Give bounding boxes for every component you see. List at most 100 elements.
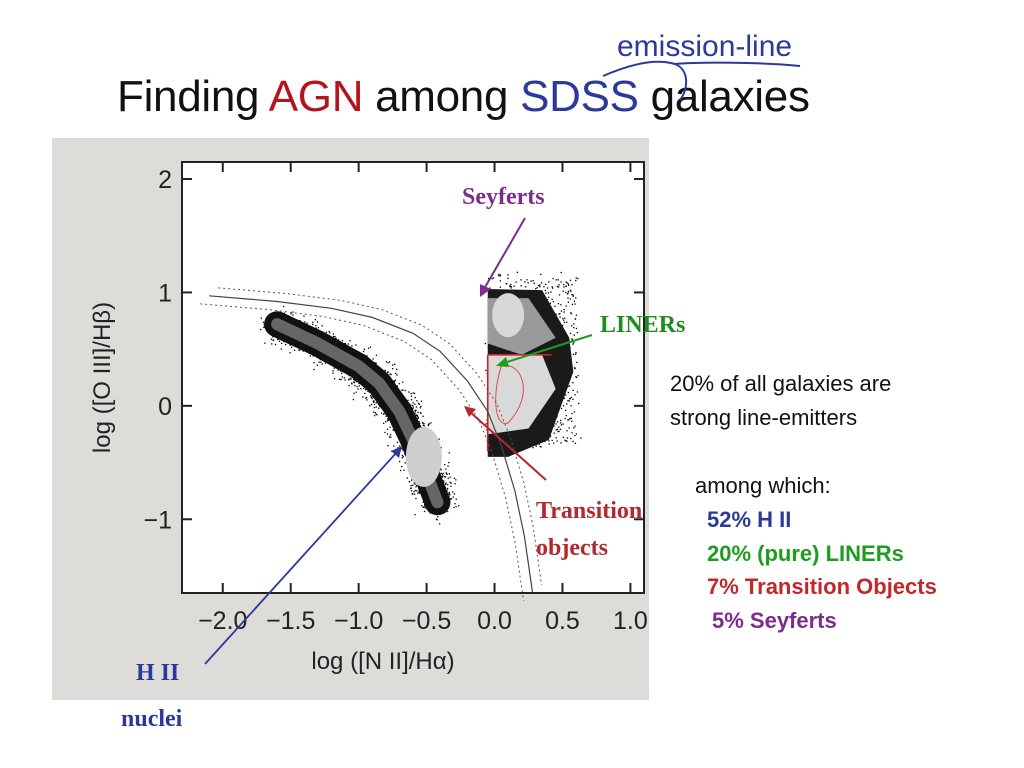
label-seyferts: Seyferts: [462, 184, 545, 210]
scatter-point: [520, 285, 522, 287]
scatter-point: [353, 379, 356, 381]
scatter-point: [383, 413, 385, 415]
scatter-point: [344, 379, 346, 381]
scatter-point: [564, 409, 567, 412]
scatter-point: [272, 339, 274, 341]
scatter-point: [569, 289, 571, 291]
scatter-point: [353, 381, 356, 384]
scatter-point: [304, 321, 306, 323]
scatter-point: [570, 325, 573, 327]
scatter-point: [339, 378, 341, 381]
scatter-point: [553, 425, 555, 427]
scatter-point: [369, 404, 371, 407]
scatter-point: [567, 297, 569, 299]
scatter-point: [370, 397, 373, 399]
scatter-point: [540, 282, 543, 284]
scatter-point: [398, 383, 400, 385]
scatter-point: [535, 445, 537, 447]
scatter-point: [574, 442, 577, 444]
scatter-point: [548, 296, 550, 298]
scatter-point: [577, 375, 579, 377]
scatter-point: [447, 477, 449, 479]
scatter-point: [416, 490, 418, 492]
scatter-point: [565, 285, 567, 287]
scatter-point: [321, 363, 323, 365]
scatter-point: [507, 277, 509, 280]
scatter-point: [442, 472, 444, 475]
note-line-2: strong line-emitters: [670, 405, 858, 430]
scatter-point: [408, 481, 410, 483]
scatter-point: [445, 483, 447, 486]
x-tick-label: 0.0: [477, 607, 512, 635]
scatter-point: [412, 484, 414, 486]
scatter-point: [558, 430, 560, 433]
scatter-point: [552, 277, 554, 280]
scatter-point: [573, 300, 576, 302]
scatter-point: [572, 343, 574, 345]
scatter-point: [569, 397, 571, 400]
scatter-point: [420, 400, 423, 402]
scatter-point: [313, 362, 315, 364]
scatter-point: [560, 424, 563, 426]
x-tick-label: −1.0: [334, 607, 383, 635]
scatter-point: [577, 277, 579, 280]
scatter-point: [575, 352, 577, 354]
scatter-point: [415, 414, 417, 416]
scatter-point: [284, 343, 287, 346]
scatter-point: [312, 355, 314, 357]
scatter-point: [314, 318, 316, 321]
scatter-point: [410, 490, 413, 492]
x-axis-title: log ([N II]/Hα): [311, 648, 454, 675]
scatter-point: [378, 407, 380, 409]
scatter-point: [360, 388, 362, 390]
scatter-point: [558, 426, 560, 428]
scatter-point: [396, 374, 398, 376]
scatter-point: [439, 468, 442, 470]
scatter-point: [422, 415, 424, 417]
scatter-point: [365, 396, 368, 399]
scatter-point: [498, 273, 500, 275]
scatter-point: [573, 323, 575, 325]
scatter-point: [438, 523, 441, 525]
scatter-point: [448, 493, 451, 495]
demarcation-curve: [209, 295, 534, 594]
scatter-point: [430, 422, 432, 424]
scatter-point: [270, 338, 273, 340]
scatter-point: [333, 335, 335, 338]
scatter-point: [394, 379, 397, 381]
scatter-point: [573, 326, 575, 329]
scatter-point: [570, 290, 572, 292]
hii-peak: [405, 426, 442, 487]
scatter-point: [418, 403, 420, 405]
scatter-point: [562, 436, 564, 439]
scatter-point: [564, 417, 566, 420]
slide-title: Finding AGN among SDSS galaxies: [117, 72, 810, 122]
scatter-point: [386, 428, 389, 430]
scatter-point: [572, 295, 574, 297]
scatter-point: [551, 287, 554, 289]
scatter-point: [568, 385, 571, 387]
scatter-point: [320, 361, 322, 363]
scatter-point: [388, 361, 391, 363]
scatter-point: [443, 476, 446, 478]
scatter-point: [539, 284, 541, 286]
scatter-point: [567, 399, 569, 402]
scatter-point: [532, 446, 534, 449]
scatter-point: [262, 321, 265, 323]
scatter-point: [543, 286, 545, 288]
scatter-point: [317, 327, 320, 329]
scatter-point: [548, 281, 550, 283]
scatter-point: [389, 434, 392, 436]
scatter-point: [422, 506, 424, 509]
scatter-point: [412, 406, 414, 408]
scatter-point: [402, 389, 404, 391]
scatter-point: [491, 273, 493, 275]
scatter-point: [313, 368, 315, 371]
scatter-point: [374, 411, 376, 414]
scatter-point: [410, 395, 413, 397]
scatter-point: [446, 487, 449, 490]
scatter-point: [440, 469, 442, 471]
scatter-point: [563, 321, 566, 324]
scatter-point: [532, 280, 534, 282]
scatter-point: [570, 417, 572, 420]
